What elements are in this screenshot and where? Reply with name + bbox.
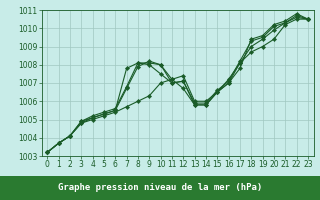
Text: Graphe pression niveau de la mer (hPa): Graphe pression niveau de la mer (hPa): [58, 184, 262, 192]
